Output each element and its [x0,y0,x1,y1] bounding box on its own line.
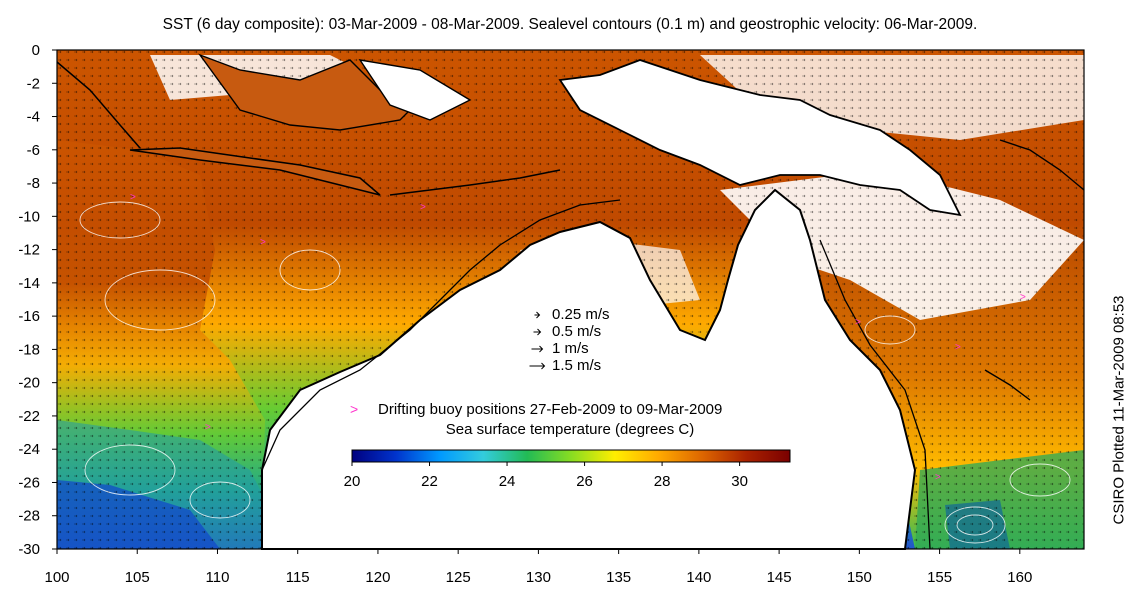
sealevel-contours [79,201,1071,544]
colorbar-tick-label: 22 [421,473,438,490]
x-tick-label: 115 [286,569,310,586]
velocity-legend-label: 0.5 m/s [552,323,601,340]
x-tick-label: 125 [446,569,471,586]
map-panel [56,49,1085,550]
colorbar-ticks: 20 22 24 26 28 30 [344,462,748,490]
shelf-contour-east [819,239,931,550]
x-tick-label: 120 [365,569,390,586]
colorbar-tick-label: 30 [731,473,748,490]
map-title: SST (6 day composite): 03-Mar-2009 - 08-… [162,16,978,33]
buoy-legend: > Drifting buoy positions 27-Feb-2009 to… [350,401,722,418]
colorbar-tick-label: 20 [344,473,361,490]
y-tick-label: -6 [27,142,40,159]
buoy-marker: > [420,202,426,213]
new-guinea-landmass [558,59,962,217]
java-landmass [129,147,381,196]
x-tick-label: 145 [767,569,792,586]
velocity-legend-arrow [534,311,541,319]
y-tick-label: -2 [27,75,40,92]
y-tick-label: -28 [18,508,40,525]
new-caledonia [984,369,1031,401]
y-tick-label: -26 [18,474,40,491]
nusa-tenggara [389,169,561,196]
sulawesi-coast [358,59,472,121]
y-tick-label: 0 [32,42,40,59]
velocity-legend-label: 0.25 m/s [552,306,610,323]
velocity-legend-label: 1.5 m/s [552,357,601,374]
y-tick-label: -18 [18,341,40,358]
velocity-legend-label: 1 m/s [552,340,589,357]
x-tick-label: 100 [44,569,69,586]
colorbar: Sea surface temperature (degrees C) 20 22… [344,421,791,490]
colorbar-title: Sea surface temperature (degrees C) [446,421,694,438]
y-tick-label: -22 [18,408,40,425]
buoy-legend-label: Drifting buoy positions 27-Feb-2009 to 0… [378,401,722,418]
colorbar-rect [351,449,791,463]
velocity-legend-arrow [533,328,542,336]
y-tick-label: -12 [18,242,40,259]
colorbar-tick-label: 26 [576,473,593,490]
y-axis: 0 -2 -4 -6 -8 -10 -12 -14 -16 -18 -20 -22 -24 -26 -28 -… [18,42,57,558]
buoy-marker: > [205,422,211,433]
sumatra-coast [56,61,141,149]
velocity-legend-arrow [529,362,546,370]
buoy-marker: > [855,317,861,328]
solomon-islands [999,139,1085,191]
y-tick-label: -30 [18,541,40,558]
buoy-marker: > [955,342,961,353]
y-tick-label: -4 [27,109,40,126]
y-tick-label: -16 [18,308,40,325]
y-tick-label: -24 [18,441,40,458]
y-tick-label: -10 [18,208,40,225]
velocity-legend-arrow [531,345,544,353]
colorbar-tick-label: 24 [499,473,516,490]
y-tick-label: -8 [27,175,40,192]
x-tick-label: 155 [927,569,952,586]
x-tick-label: 135 [606,569,631,586]
buoy-marker: > [935,472,941,483]
buoy-marker: > [1020,292,1026,303]
x-tick-label: 140 [686,569,711,586]
x-tick-label: 110 [206,569,230,586]
x-axis: 100 105 110 115 120 125 130 135 140 145 150 155 160 [44,549,1032,586]
velocity-legend: 0.25 m/s0.5 m/s1 m/s1.5 m/s [529,306,610,374]
buoy-legend-symbol: > [350,401,358,417]
x-tick-label: 150 [847,569,872,586]
x-tick-label: 160 [1007,569,1032,586]
buoy-marker: > [260,237,266,248]
x-tick-label: 105 [125,569,150,586]
buoy-marker: > [130,192,136,203]
x-tick-label: 130 [526,569,551,586]
plot-frame [56,49,1085,550]
shelf-contour [261,199,621,471]
y-tick-label: -20 [18,375,40,392]
colorbar-tick-label: 28 [654,473,671,490]
y-tick-label: -14 [18,275,40,292]
plotted-timestamp: CSIRO Plotted 11-Mar-2009 08:53 [1110,295,1128,525]
